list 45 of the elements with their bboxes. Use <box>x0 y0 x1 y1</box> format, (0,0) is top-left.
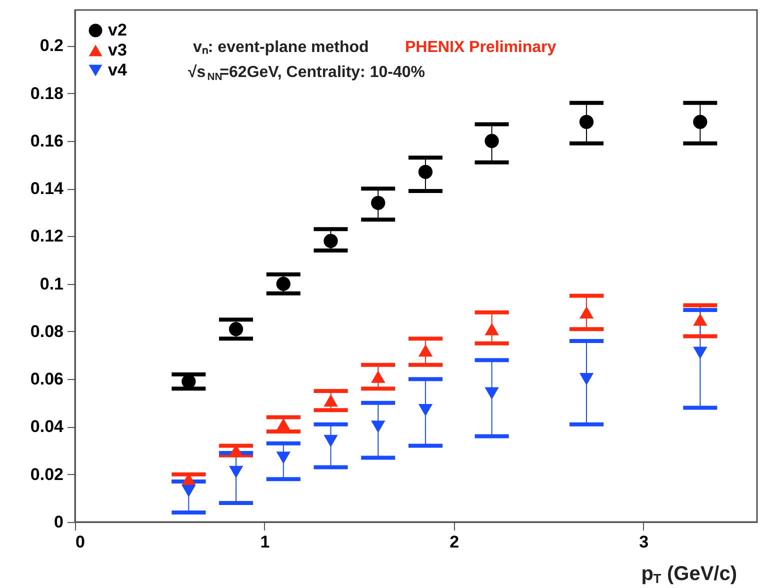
y-tick-label: 0.18 <box>30 84 64 103</box>
x-tick-label: 0 <box>76 532 85 552</box>
legend-label: v4 <box>108 60 128 80</box>
annotation: vₙ: event-plane method <box>193 39 369 56</box>
y-tick-label: 0.12 <box>30 226 64 246</box>
y-tick-label: 0.06 <box>30 370 64 389</box>
point <box>182 484 196 498</box>
y-tick-label: 0.08 <box>30 322 64 341</box>
point <box>324 394 338 407</box>
point <box>579 306 594 319</box>
point <box>276 418 290 430</box>
y-tick-label: 0.1 <box>40 274 64 294</box>
point <box>579 372 594 386</box>
point <box>484 387 499 400</box>
point <box>418 164 433 179</box>
y-tick-label: 0.02 <box>30 464 64 484</box>
point <box>484 134 499 148</box>
point <box>371 370 386 383</box>
point <box>579 114 594 129</box>
y-tick-label: 0.2 <box>40 36 64 56</box>
y-tick-label: 0.16 <box>30 131 64 150</box>
point <box>324 434 338 448</box>
y-tick-label: 0.14 <box>30 179 64 198</box>
annotation: PHENIX Preliminary <box>405 39 556 56</box>
point <box>693 313 708 326</box>
point <box>228 466 244 478</box>
point <box>418 344 433 357</box>
point <box>371 196 386 210</box>
point <box>693 346 708 360</box>
point <box>276 452 290 464</box>
point <box>418 404 433 416</box>
legend-label: v2 <box>108 20 127 40</box>
legend-label: v3 <box>108 40 127 60</box>
point <box>484 322 499 336</box>
point <box>228 322 244 336</box>
point <box>324 234 338 248</box>
point <box>371 420 386 433</box>
point <box>276 276 290 291</box>
point <box>182 374 196 389</box>
y-tick-label: 0 <box>54 512 64 532</box>
x-tick-label: 3 <box>639 532 649 552</box>
point <box>693 114 708 129</box>
x-tick-label: 1 <box>260 532 270 552</box>
y-tick-label: 0.04 <box>30 417 64 436</box>
x-tick-label: 2 <box>450 532 460 552</box>
